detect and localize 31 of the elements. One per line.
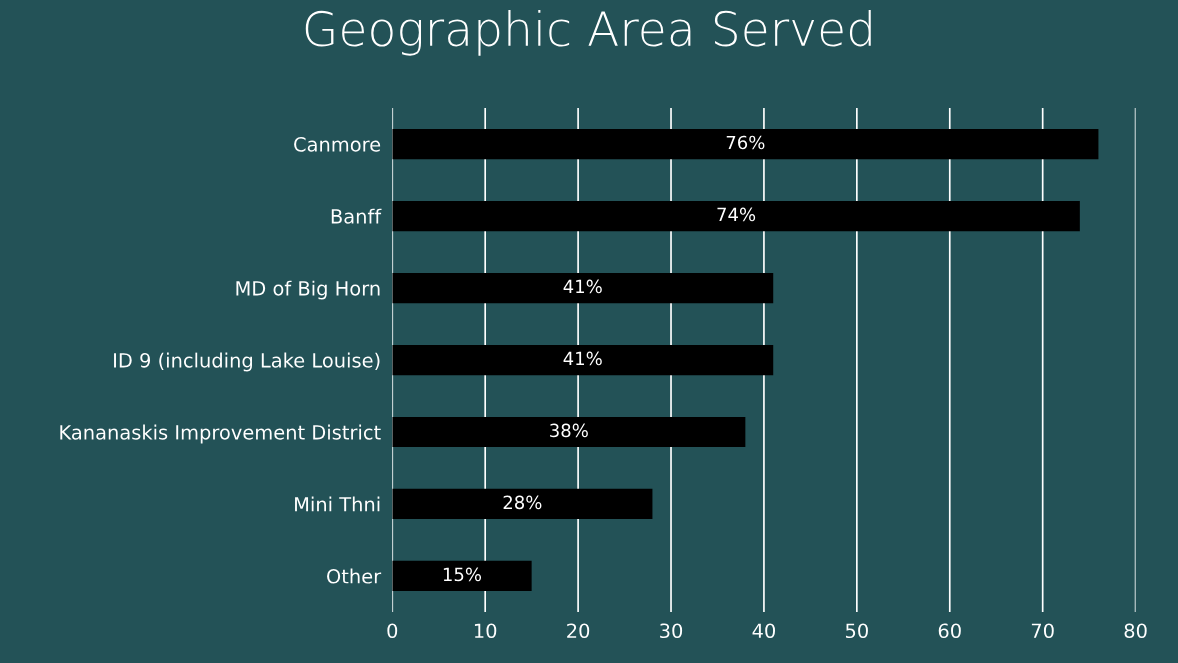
y-tick-label: ID 9 (including Lake Louise)	[114, 352, 380, 372]
x-tick-label: 60	[938, 623, 961, 639]
bar	[392, 128, 1099, 160]
x-tick-label: 20	[567, 623, 590, 639]
y-tick-label: Mini Thni	[295, 496, 380, 512]
bar	[392, 200, 1080, 232]
data-label: 28%	[503, 495, 542, 510]
data-label: 41%	[563, 279, 602, 294]
y-tick-label: Banff	[331, 208, 382, 224]
data-label: 41%	[563, 351, 602, 366]
data-label: 15%	[443, 567, 482, 582]
chart-title: Geographic Area Served	[305, 9, 871, 56]
bar	[392, 488, 653, 520]
x-tick-label: 0	[387, 623, 398, 639]
y-tick-label: MD of Big Horn	[236, 280, 380, 300]
x-tick-label: 50	[845, 623, 868, 639]
bar	[392, 416, 746, 448]
x-tick-label: 70	[1031, 623, 1054, 639]
bar	[392, 272, 774, 304]
bar	[392, 560, 532, 592]
y-tick-label: Canmore	[294, 137, 381, 152]
x-tick-label: 80	[1124, 623, 1147, 639]
x-tick-label: 30	[660, 623, 683, 639]
bar	[392, 344, 774, 376]
data-label: 38%	[550, 423, 588, 438]
x-tick-label: 10	[474, 623, 497, 639]
y-tick-label: Kananaskis Improvement District	[60, 424, 381, 444]
data-label: 74%	[717, 207, 756, 222]
x-tick-label: 40	[752, 623, 776, 639]
data-label: 76%	[726, 135, 765, 150]
y-tick-label: Other	[327, 568, 382, 584]
